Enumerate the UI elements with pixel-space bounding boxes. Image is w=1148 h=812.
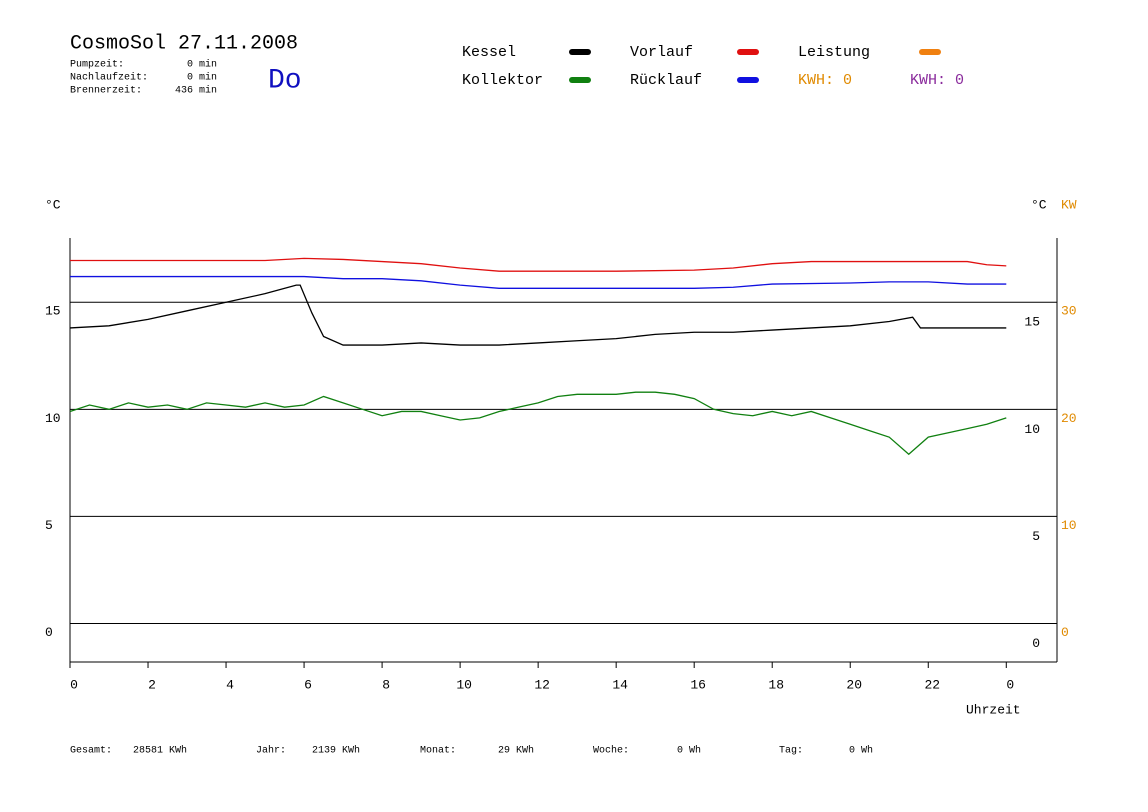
stat-label: Nachlaufzeit: bbox=[70, 72, 148, 84]
y2-tick-label: 0 bbox=[1061, 625, 1069, 640]
y2-tick-label: 30 bbox=[1061, 304, 1077, 319]
legend-label: Rücklauf bbox=[630, 72, 702, 89]
x-tick-label: 0 bbox=[1006, 677, 1014, 692]
kwh-label: KWH: 0 bbox=[798, 72, 852, 89]
y2-tick-label: 20 bbox=[1061, 411, 1077, 426]
y2-unit: KW bbox=[1061, 197, 1077, 212]
y-axis-label: °C bbox=[45, 197, 61, 212]
series-line bbox=[69, 284, 1007, 346]
series-line bbox=[69, 391, 1007, 456]
kwh-label: KWH: 0 bbox=[910, 72, 964, 89]
legend-label: Leistung bbox=[798, 44, 870, 61]
y-tick-label: 5 bbox=[45, 518, 53, 533]
x-tick-label: 4 bbox=[226, 677, 234, 692]
footer-label: Monat: bbox=[420, 746, 456, 757]
x-tick-label: 20 bbox=[846, 677, 862, 692]
footer-value: 2139 KWh bbox=[312, 745, 360, 757]
footer-label: Tag: bbox=[779, 746, 803, 757]
x-tick-label: 18 bbox=[768, 677, 784, 692]
y-tick-label: 15 bbox=[45, 304, 61, 319]
stat-value: 436 min bbox=[175, 85, 217, 97]
x-tick-label: 22 bbox=[924, 677, 940, 692]
x-tick-label: 12 bbox=[534, 677, 550, 692]
y-tick-label-right: 5 bbox=[1032, 529, 1040, 544]
stat-label: Pumpzeit: bbox=[70, 59, 124, 71]
series-line bbox=[70, 257, 1007, 272]
stat-value: 0 min bbox=[187, 59, 217, 71]
footer-label: Jahr: bbox=[256, 745, 286, 757]
x-tick-label: 14 bbox=[612, 677, 628, 692]
y-tick-label: 0 bbox=[45, 625, 53, 640]
x-tick-label: 0 bbox=[70, 677, 78, 692]
y-tick-label: 10 bbox=[45, 411, 61, 426]
footer-value: 28581 KWh bbox=[133, 745, 187, 757]
legend-label: Kessel bbox=[462, 44, 516, 61]
y-tick-label-right: 15 bbox=[1024, 315, 1040, 330]
y-tick-label-right: 0 bbox=[1032, 636, 1040, 651]
legend-label: Kollektor bbox=[462, 72, 543, 89]
legend-label: Vorlauf bbox=[630, 44, 693, 61]
x-axis-label: Uhrzeit bbox=[966, 702, 1021, 717]
y-tick-label-right: 10 bbox=[1024, 422, 1040, 437]
x-tick-label: 6 bbox=[304, 677, 312, 692]
y2-tick-label: 10 bbox=[1061, 518, 1077, 533]
x-tick-label: 16 bbox=[690, 677, 706, 692]
x-tick-label: 2 bbox=[148, 677, 156, 692]
x-tick-label: 8 bbox=[382, 677, 390, 692]
weekday: Do bbox=[268, 65, 302, 96]
footer-value: 0 Wh bbox=[677, 745, 701, 757]
x-tick-label: 10 bbox=[456, 677, 472, 692]
footer-value: 29 KWh bbox=[498, 745, 534, 757]
y2-axis-label: °C bbox=[1031, 197, 1047, 212]
footer-label: Woche: bbox=[593, 745, 629, 757]
footer-value: 0 Wh bbox=[849, 745, 873, 757]
footer-label: Gesamt: bbox=[70, 746, 112, 757]
title: CosmoSol 27.11.2008 bbox=[70, 32, 298, 55]
stat-value: 0 min bbox=[187, 72, 217, 84]
series-line bbox=[70, 275, 1007, 289]
stat-label: Brennerzeit: bbox=[70, 85, 142, 97]
